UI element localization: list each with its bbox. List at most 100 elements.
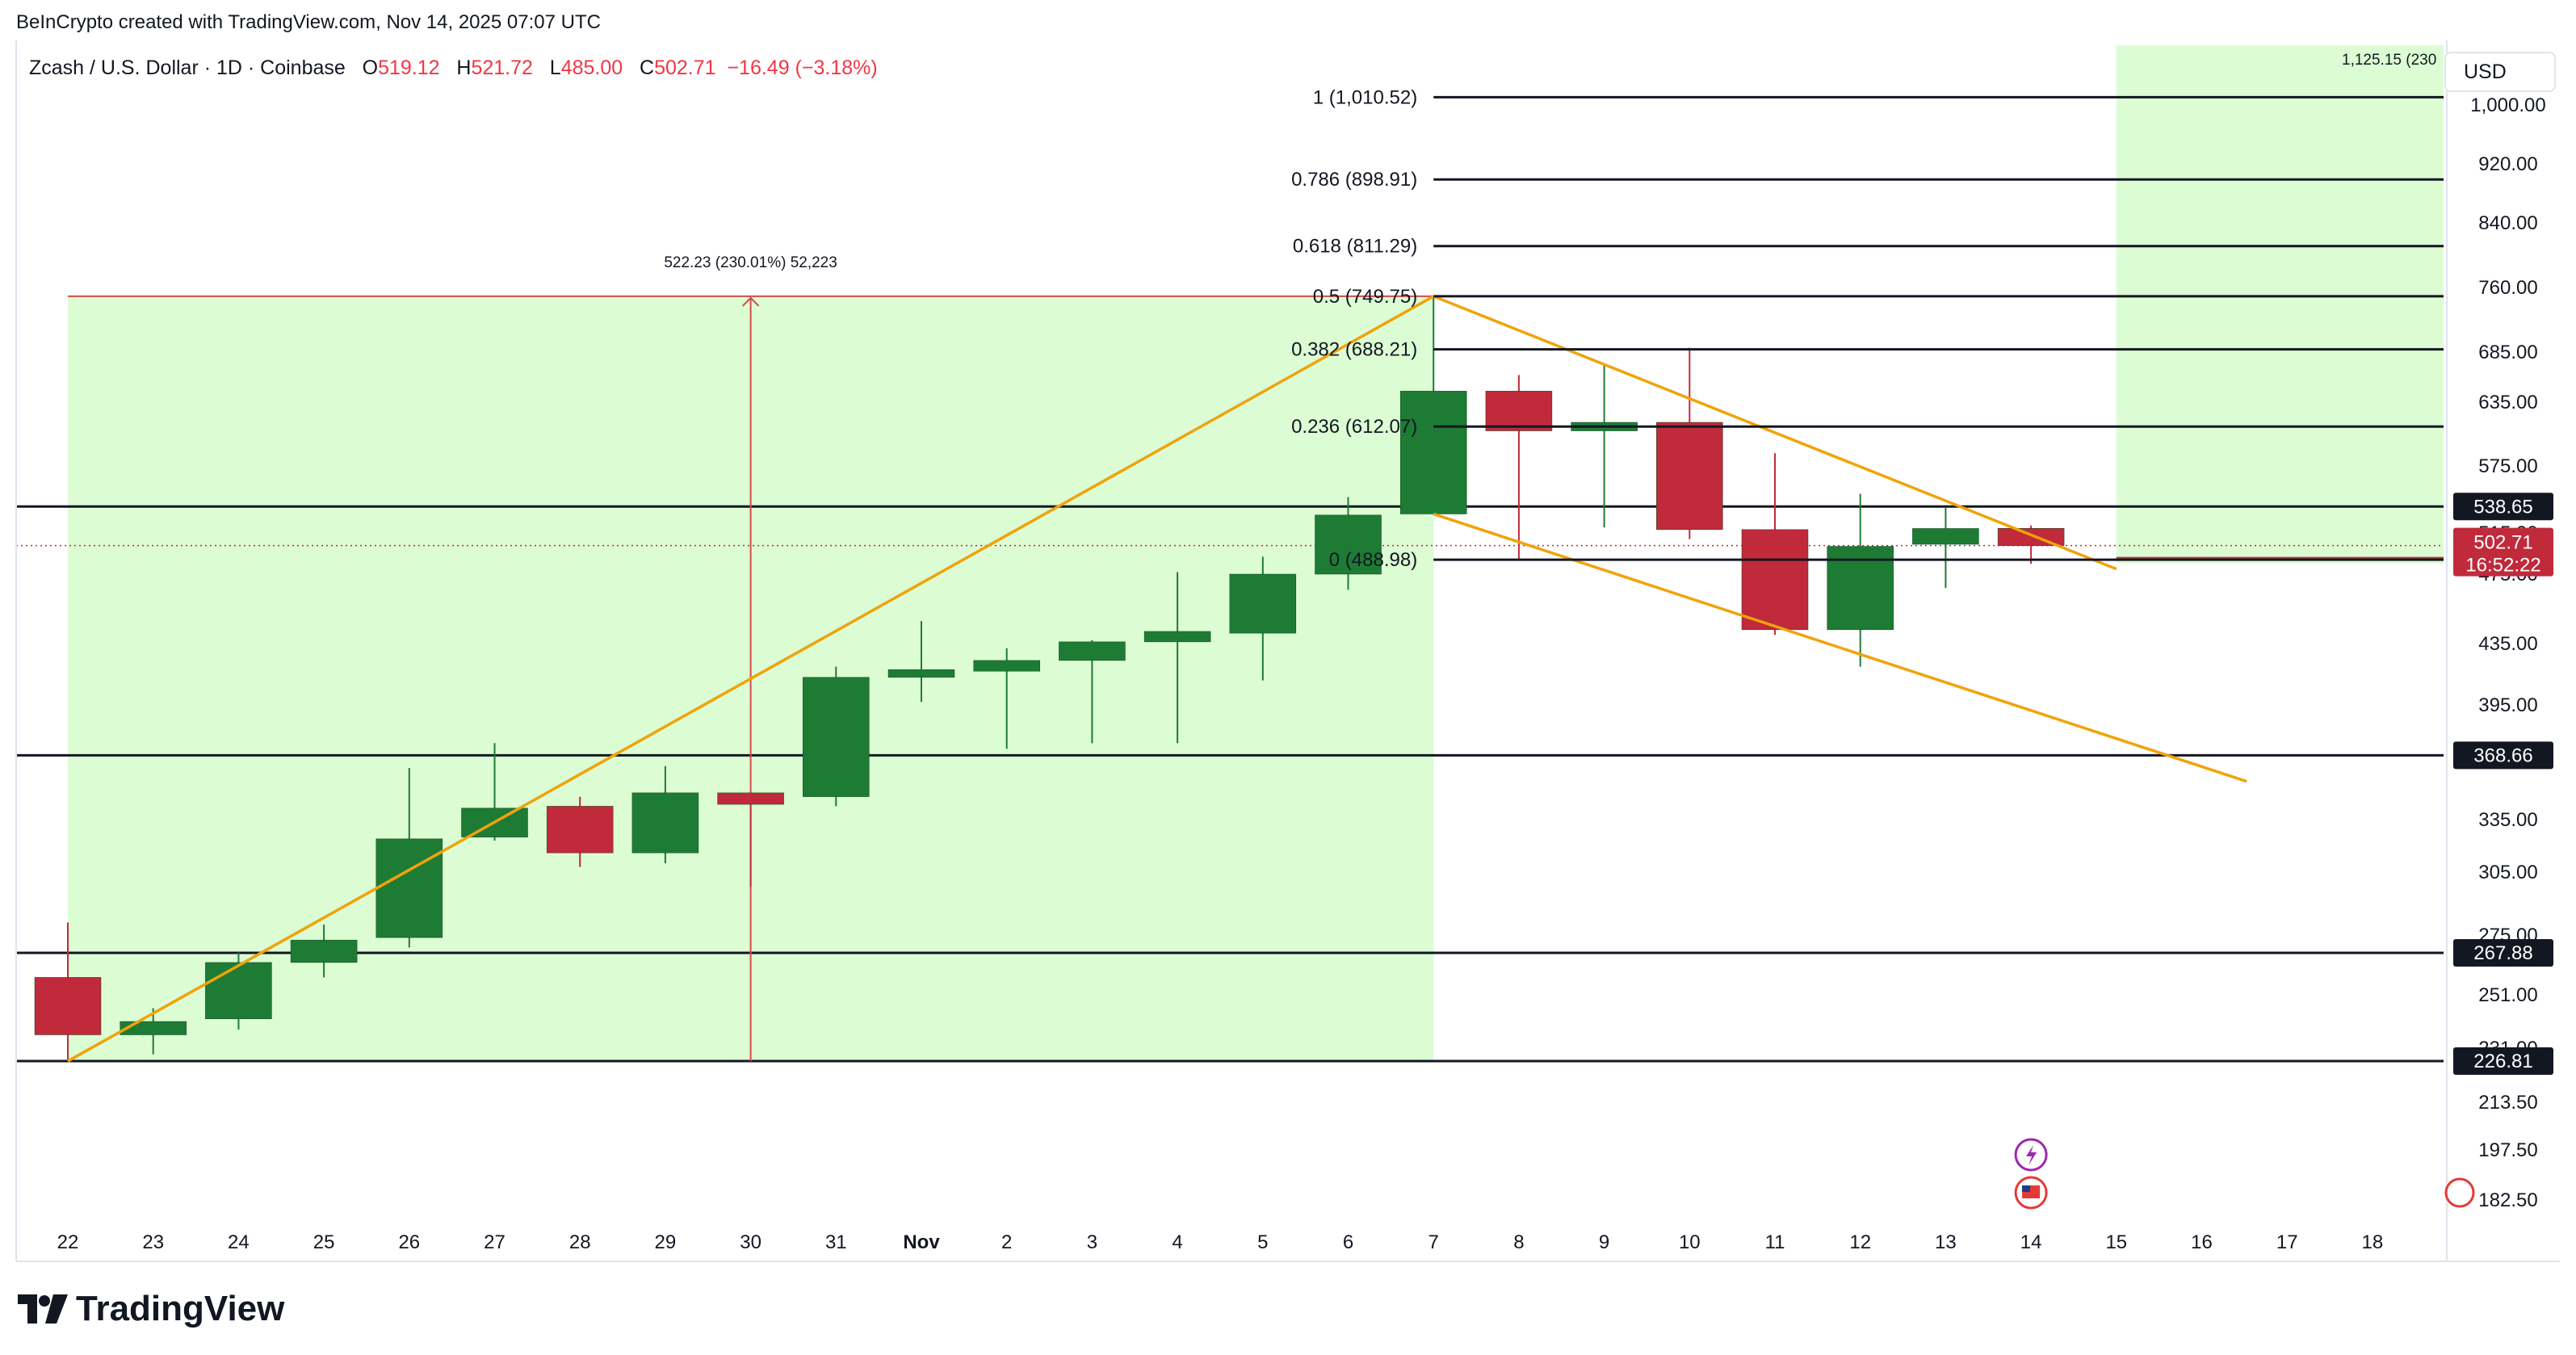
y-tick-label: 305.00 xyxy=(2478,862,2537,883)
level-badge xyxy=(2453,1047,2553,1076)
y-tick-label: 685.00 xyxy=(2478,342,2537,363)
y-tick-label: 1,000.00 xyxy=(2470,94,2545,116)
x-tick-label: 28 xyxy=(569,1231,591,1253)
y-tick-label: 760.00 xyxy=(2478,277,2537,299)
candle-body xyxy=(1741,529,1809,631)
levels-layer xyxy=(16,505,2444,1063)
chart-attribution: BeInCrypto created with TradingView.com,… xyxy=(16,11,601,33)
candles-layer xyxy=(34,296,2065,1062)
y-tick-label: 182.50 xyxy=(2478,1189,2537,1211)
close-value: 502.71 xyxy=(654,57,716,79)
y-tick-label: 435.00 xyxy=(2478,633,2537,655)
level-badge xyxy=(2453,741,2553,770)
candle-body xyxy=(375,838,443,938)
y-tick-label: 251.00 xyxy=(2478,984,2537,1006)
fib-level-label: 1 (1,010.52) xyxy=(1313,86,1417,108)
y-tick-label: 395.00 xyxy=(2478,694,2537,716)
x-tick-label: 25 xyxy=(313,1231,335,1253)
close-label: C xyxy=(640,57,655,79)
y-tick-label: 635.00 xyxy=(2478,392,2537,413)
level-badge xyxy=(2453,493,2553,521)
countdown-text: 16:52:22 xyxy=(2465,555,2540,577)
open-label: O xyxy=(362,57,379,79)
candle-body xyxy=(717,792,784,805)
x-tick-label: 4 xyxy=(1172,1231,1182,1253)
candle-body xyxy=(205,962,272,1019)
x-tick-label: 24 xyxy=(228,1231,250,1253)
y-tick-label: 335.00 xyxy=(2478,809,2537,831)
x-tick-label: 16 xyxy=(2191,1231,2213,1253)
change-value: −16.49 (−3.18%) xyxy=(727,57,878,79)
candle-body xyxy=(34,977,102,1035)
x-tick-label: 6 xyxy=(1343,1231,1353,1253)
fib-level-label: 0.236 (612.07) xyxy=(1291,416,1417,438)
y-tick-label: 197.50 xyxy=(2478,1139,2537,1161)
x-tick-label: 13 xyxy=(1935,1231,1957,1253)
low-value: 485.00 xyxy=(560,57,623,79)
x-tick-label: 15 xyxy=(2105,1231,2127,1253)
fib-level-label: 0.618 (811.29) xyxy=(1293,236,1417,258)
symbol-title[interactable]: Zcash / U.S. Dollar · 1D · Coinbase xyxy=(29,57,346,79)
y-tick-label: 840.00 xyxy=(2478,212,2537,234)
x-tick-label: 3 xyxy=(1087,1231,1097,1253)
x-tick-label: 5 xyxy=(1257,1231,1268,1253)
candle-body xyxy=(1656,422,1723,531)
candle-body xyxy=(1399,391,1467,514)
x-tick-label: 22 xyxy=(57,1231,79,1253)
currency-selector[interactable]: USD xyxy=(2444,52,2556,92)
open-value: 519.12 xyxy=(378,57,440,79)
tradingview-logo-icon xyxy=(18,1294,68,1324)
level-badge-text: 368.66 xyxy=(2473,745,2532,766)
lightning-icon xyxy=(2026,1145,2037,1165)
candle-body xyxy=(1912,528,1979,545)
x-tick-label: 30 xyxy=(740,1231,761,1253)
current-price-badge xyxy=(2453,527,2553,577)
x-tick-label: Nov xyxy=(903,1231,940,1253)
fib-level-label: 0.382 (688.21) xyxy=(1291,339,1417,361)
level-badge-text: 538.65 xyxy=(2473,496,2532,518)
x-tick-label: 10 xyxy=(1679,1231,1701,1253)
x-tick-label: 12 xyxy=(1849,1231,1871,1253)
candle-body xyxy=(546,806,614,854)
projection-label: 1,125.15 (230 xyxy=(2342,52,2436,69)
current-price-text: 502.71 xyxy=(2473,532,2532,554)
candle-body xyxy=(631,792,699,854)
x-tick-label: 7 xyxy=(1429,1231,1439,1253)
y-tick-label: 575.00 xyxy=(2478,455,2537,477)
candle-body xyxy=(973,660,1040,672)
x-tick-label: 17 xyxy=(2276,1231,2298,1253)
falling-resistance-line xyxy=(1433,295,2117,571)
x-tick-label: 29 xyxy=(655,1231,677,1253)
partial-event-icon xyxy=(2444,1177,2475,1208)
candle-body xyxy=(1229,573,1297,634)
x-tick-label: 14 xyxy=(2020,1231,2042,1253)
candle-body xyxy=(803,677,870,797)
candle-body xyxy=(120,1021,187,1035)
x-tick-label: 26 xyxy=(398,1231,420,1253)
fib-layer: 1 (1,010.52) 0.786 (898.91) 0.618 (811.29)… xyxy=(1291,86,2444,571)
x-tick-label: 27 xyxy=(484,1231,506,1253)
measure-arrow-head xyxy=(741,296,760,307)
level-badge xyxy=(2453,938,2553,967)
candle-body xyxy=(1485,391,1553,431)
x-tick-label: 11 xyxy=(1765,1231,1785,1253)
high-value: 521.72 xyxy=(471,57,533,79)
projection-zone xyxy=(2116,45,2444,564)
x-tick-label: 31 xyxy=(825,1231,847,1253)
tradingview-logo: TradingView xyxy=(18,1289,284,1329)
logo-text: TradingView xyxy=(76,1289,285,1328)
symbol-header: Zcash / U.S. Dollar · 1D · Coinbase O519… xyxy=(29,57,878,80)
candle-body xyxy=(1059,641,1126,661)
candle-body xyxy=(1143,631,1211,643)
y-tick-label: 213.50 xyxy=(2478,1092,2537,1114)
icons-layer xyxy=(2014,1138,2475,1210)
axis-layer: 1,000.00920.00840.00760.00685.00635.0057… xyxy=(15,40,2560,1262)
us-flag-canton xyxy=(2022,1185,2031,1192)
measure-label: 522.23 (230.01%) 52,223 xyxy=(664,254,837,271)
high-label: H xyxy=(456,57,472,79)
level-badge-text: 267.88 xyxy=(2473,942,2532,964)
x-tick-label: 9 xyxy=(1599,1231,1609,1253)
fib-level-label: 0.786 (898.91) xyxy=(1291,169,1417,191)
fib-level-label: 0.5 (749.75) xyxy=(1313,286,1417,308)
